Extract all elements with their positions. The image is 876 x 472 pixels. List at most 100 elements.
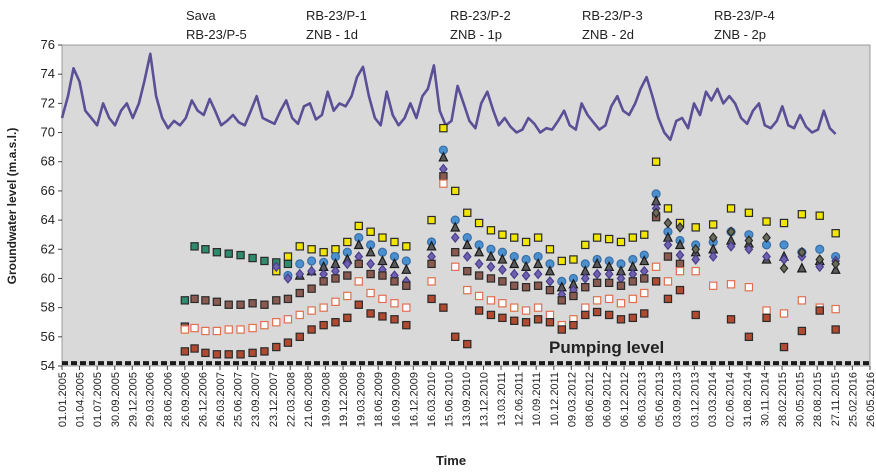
data-point — [295, 288, 304, 298]
data-point — [307, 284, 316, 293]
data-point — [474, 258, 484, 270]
data-point — [691, 266, 700, 276]
x-tick-label: 31.08.2014 — [742, 372, 754, 427]
data-point — [557, 256, 566, 266]
data-point — [521, 237, 531, 247]
data-point — [486, 296, 496, 305]
legend-label: RB-23/P-4 — [714, 8, 775, 23]
x-tick-label: 23.12.2007 — [268, 372, 280, 427]
x-tick-label: 30.09.2005 — [110, 372, 122, 427]
data-point — [691, 254, 701, 265]
legend-label: ZNB - 1p — [450, 27, 502, 42]
data-point — [498, 264, 507, 276]
x-tick-label: 26.05.2016 — [865, 372, 876, 427]
data-point — [639, 255, 650, 266]
data-point — [307, 306, 316, 315]
data-point — [779, 218, 789, 228]
data-point — [378, 271, 387, 280]
data-point — [663, 252, 673, 261]
y-tick-label: 64 — [41, 212, 55, 227]
x-tick-label: 02.06.2014 — [724, 372, 736, 427]
data-point — [474, 271, 484, 280]
y-tick-label: 62 — [41, 241, 55, 256]
data-point — [236, 350, 245, 359]
data-point — [675, 249, 685, 261]
x-tick-label: 16.03.2010 — [426, 372, 438, 427]
data-point — [604, 294, 614, 304]
data-point — [545, 318, 555, 327]
data-point — [744, 332, 754, 342]
data-point — [762, 313, 771, 323]
x-tick-label: 06.03.2013 — [637, 372, 649, 427]
data-point — [521, 270, 531, 281]
data-point — [295, 242, 304, 251]
x-tick-label: 01.04.2005 — [74, 372, 86, 427]
data-point — [581, 310, 590, 320]
data-point — [439, 172, 448, 181]
data-point — [592, 257, 603, 269]
data-point — [744, 243, 754, 255]
data-point — [463, 285, 472, 295]
x-tick-label: 28.02.2015 — [777, 372, 789, 427]
data-point — [366, 227, 375, 236]
data-point — [474, 291, 484, 301]
data-point — [366, 269, 375, 279]
data-point — [283, 259, 293, 269]
data-point — [260, 256, 269, 266]
y-tick-label: 72 — [41, 95, 55, 110]
data-point — [569, 320, 578, 330]
data-point — [557, 325, 566, 334]
x-tick-label: 25.02.2016 — [847, 372, 859, 427]
data-point — [401, 263, 412, 274]
x-tick-label: 13.12.2010 — [479, 372, 491, 427]
data-point — [708, 281, 718, 290]
data-point — [485, 250, 497, 261]
data-point — [439, 179, 448, 188]
data-point — [779, 309, 789, 318]
data-point — [377, 247, 388, 257]
data-point — [498, 313, 507, 323]
data-point — [815, 211, 824, 220]
data-point — [190, 323, 199, 333]
data-point — [675, 259, 685, 269]
data-point — [319, 320, 328, 330]
data-point — [533, 315, 543, 324]
data-point — [451, 262, 460, 271]
data-point — [307, 325, 316, 334]
data-point — [815, 244, 825, 254]
x-tick-label: 16.12.2009 — [408, 372, 420, 427]
x-tick-label: 03.03.2014 — [707, 372, 719, 427]
data-point — [651, 262, 661, 271]
data-point — [831, 325, 840, 334]
data-point — [796, 262, 807, 273]
data-point — [331, 274, 340, 283]
y-tick-label: 54 — [41, 358, 55, 373]
x-tick-label: 05.06.2013 — [654, 372, 666, 427]
x-tick-label: 06.09.2012 — [601, 372, 613, 427]
data-point — [510, 316, 519, 325]
y-tick-label: 76 — [41, 37, 55, 52]
data-point — [663, 204, 673, 213]
data-point — [319, 303, 328, 312]
data-point — [402, 281, 411, 290]
data-point — [521, 306, 531, 315]
data-point — [545, 276, 555, 287]
data-point — [640, 309, 649, 318]
series-line — [60, 52, 837, 142]
data-point — [212, 247, 222, 257]
data-point — [533, 233, 543, 242]
data-point — [510, 303, 519, 312]
x-tick-label: 03.09.2013 — [672, 372, 684, 427]
y-tick-label: 68 — [41, 154, 55, 169]
data-point — [691, 243, 701, 255]
data-point — [581, 303, 590, 312]
x-tick-label: 28.08.2015 — [812, 372, 824, 427]
data-point — [283, 338, 293, 347]
data-point — [295, 268, 305, 280]
data-point — [592, 233, 602, 242]
data-point — [509, 268, 519, 280]
data-point — [224, 249, 233, 258]
x-tick-label: 30.11.2014 — [760, 372, 772, 426]
data-point — [271, 261, 281, 273]
